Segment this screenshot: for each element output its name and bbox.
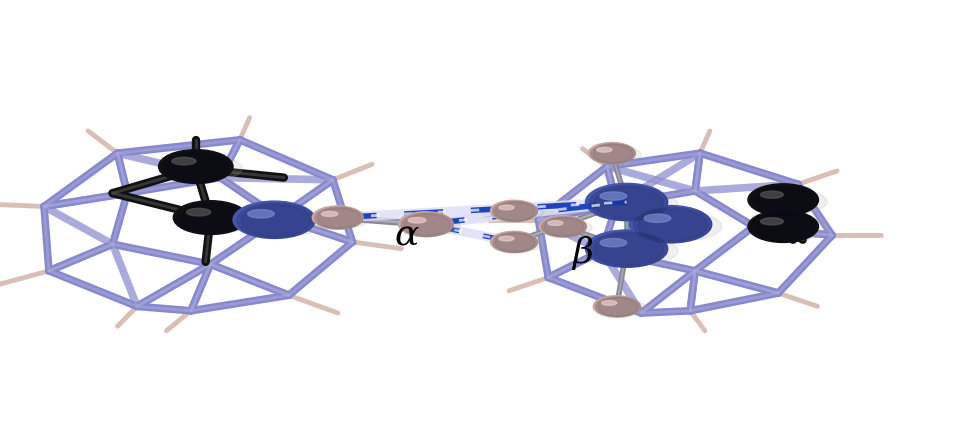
Circle shape xyxy=(593,187,663,219)
Circle shape xyxy=(544,218,584,236)
Ellipse shape xyxy=(247,210,274,218)
Circle shape xyxy=(166,153,229,182)
Ellipse shape xyxy=(321,211,337,217)
Ellipse shape xyxy=(589,146,641,163)
Ellipse shape xyxy=(587,236,677,266)
Circle shape xyxy=(589,232,667,267)
Circle shape xyxy=(593,296,640,317)
Circle shape xyxy=(233,201,315,238)
Circle shape xyxy=(629,206,711,243)
Ellipse shape xyxy=(631,211,721,242)
Ellipse shape xyxy=(160,155,243,182)
Circle shape xyxy=(317,208,360,228)
Circle shape xyxy=(495,202,535,221)
Circle shape xyxy=(162,151,233,183)
Circle shape xyxy=(404,214,450,235)
Circle shape xyxy=(541,217,586,237)
Ellipse shape xyxy=(235,207,325,237)
Circle shape xyxy=(598,298,638,316)
Circle shape xyxy=(637,209,707,241)
Circle shape xyxy=(241,205,311,237)
Ellipse shape xyxy=(313,210,369,228)
Circle shape xyxy=(312,206,363,229)
Circle shape xyxy=(589,185,667,221)
Ellipse shape xyxy=(760,218,782,225)
Circle shape xyxy=(751,212,818,242)
Circle shape xyxy=(747,184,818,216)
Ellipse shape xyxy=(749,216,826,241)
Ellipse shape xyxy=(171,157,196,165)
Circle shape xyxy=(398,212,453,237)
Circle shape xyxy=(495,234,535,252)
Circle shape xyxy=(492,201,537,222)
Text: α: α xyxy=(394,218,418,252)
Circle shape xyxy=(237,203,315,238)
Ellipse shape xyxy=(499,205,513,210)
Ellipse shape xyxy=(186,208,210,216)
Circle shape xyxy=(158,150,233,183)
Ellipse shape xyxy=(408,218,425,223)
Circle shape xyxy=(590,143,635,164)
Ellipse shape xyxy=(587,189,677,219)
Circle shape xyxy=(588,143,635,164)
Circle shape xyxy=(751,186,818,216)
Circle shape xyxy=(633,207,711,243)
Ellipse shape xyxy=(600,238,626,247)
Circle shape xyxy=(593,145,633,163)
Circle shape xyxy=(401,213,453,237)
Ellipse shape xyxy=(399,216,460,236)
Ellipse shape xyxy=(594,299,645,316)
Circle shape xyxy=(585,183,667,221)
Ellipse shape xyxy=(491,204,543,221)
Circle shape xyxy=(539,216,586,237)
Ellipse shape xyxy=(175,206,256,233)
Circle shape xyxy=(490,231,537,253)
Ellipse shape xyxy=(597,147,611,152)
Circle shape xyxy=(315,207,363,229)
Ellipse shape xyxy=(644,214,670,222)
Circle shape xyxy=(490,200,537,222)
Ellipse shape xyxy=(540,219,592,236)
Ellipse shape xyxy=(499,236,513,241)
Circle shape xyxy=(173,201,247,234)
Ellipse shape xyxy=(760,191,782,198)
Circle shape xyxy=(177,202,247,234)
Text: β: β xyxy=(571,236,593,270)
Ellipse shape xyxy=(491,235,543,252)
Circle shape xyxy=(747,210,818,242)
Circle shape xyxy=(181,204,244,233)
Ellipse shape xyxy=(548,221,562,226)
Circle shape xyxy=(593,234,663,266)
Circle shape xyxy=(595,297,640,317)
Ellipse shape xyxy=(749,189,826,214)
Circle shape xyxy=(754,214,814,241)
Circle shape xyxy=(492,232,537,253)
Circle shape xyxy=(585,230,667,267)
Ellipse shape xyxy=(601,301,616,305)
Circle shape xyxy=(754,187,814,214)
Ellipse shape xyxy=(600,192,626,200)
